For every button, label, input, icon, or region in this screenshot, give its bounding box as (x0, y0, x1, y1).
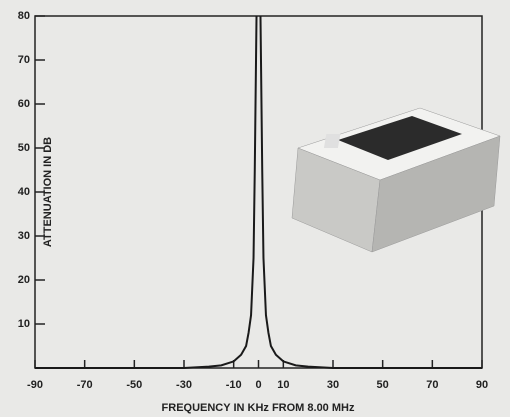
x-tick-label: -70 (77, 379, 93, 391)
y-tick-label: 10 (18, 318, 30, 330)
y-tick-label: 80 (18, 10, 30, 22)
x-tick-label: 0 (255, 379, 261, 391)
x-tick-label: 50 (377, 379, 389, 391)
x-tick-label: 90 (476, 379, 488, 391)
x-tick-label: -30 (176, 379, 192, 391)
x-tick-label: 70 (426, 379, 438, 391)
component-photo (291, 107, 501, 253)
y-axis-title: ATTENUATION IN DB (42, 137, 54, 247)
x-tick-label: 10 (277, 379, 289, 391)
y-tick-label: 60 (18, 98, 30, 110)
x-tick-label: -90 (27, 379, 43, 391)
line (35, 15, 482, 369)
y-tick-label: 40 (18, 186, 30, 198)
y-tick-label: 50 (18, 142, 30, 154)
x-tick-label: -10 (226, 379, 242, 391)
x-axis-title: FREQUENCY IN KHz FROM 8.00 MHz (162, 402, 355, 414)
y-tick-label: 20 (18, 274, 30, 286)
x-tick-label: 30 (327, 379, 339, 391)
x-tick-label: -50 (126, 379, 142, 391)
y-tick-label: 70 (18, 54, 30, 66)
y-tick-label: 30 (18, 230, 30, 242)
